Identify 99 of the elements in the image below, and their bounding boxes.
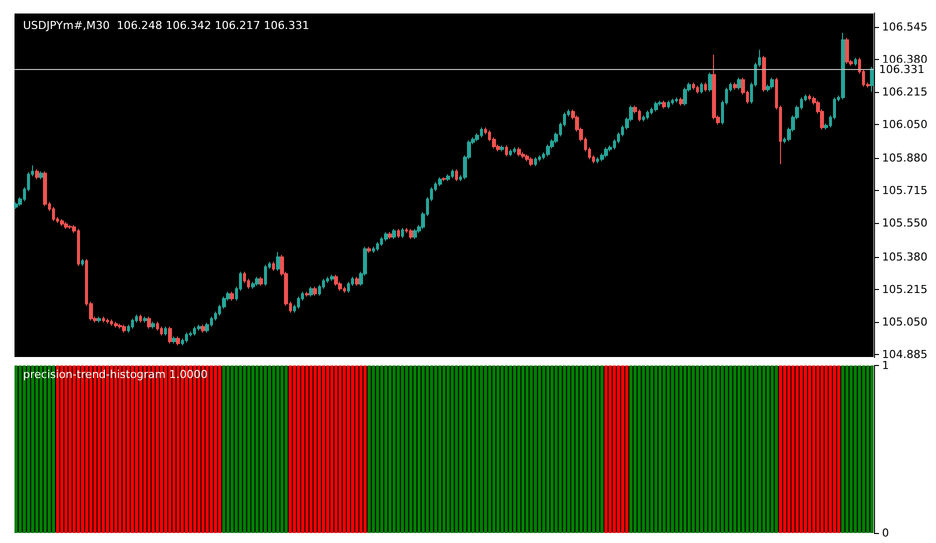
candlestick (313, 286, 317, 296)
candlestick (704, 82, 707, 92)
candlestick (156, 321, 159, 332)
candlestick (841, 32, 845, 100)
candlestick (513, 146, 516, 154)
candlestick (264, 264, 267, 286)
candlestick (446, 174, 450, 182)
candlestick (692, 82, 695, 90)
candlestick (176, 336, 180, 346)
candlestick (64, 222, 68, 230)
y-tick-label: 1 (882, 359, 889, 372)
candlestick (708, 72, 712, 92)
candlestick (845, 37, 849, 64)
y-tick-label: 105.050 (882, 315, 928, 328)
candlestick (122, 324, 126, 334)
y-tick-label: 106.215 (882, 85, 928, 98)
candlestick (60, 218, 64, 226)
candlestick (521, 152, 525, 159)
candlestick (679, 96, 683, 106)
candlestick (43, 170, 47, 207)
candlestick (230, 291, 234, 302)
candlestick (667, 100, 670, 110)
candlestick (854, 57, 857, 66)
y-tick-label: 105.380 (882, 250, 928, 264)
candlestick (733, 82, 737, 90)
candlestick (106, 318, 109, 324)
text: USDJPYm#,M30 106.248 106.342 106.217 106.331 (23, 19, 310, 32)
candlestick (646, 110, 649, 120)
candlestick (255, 276, 259, 286)
candlestick (696, 85, 699, 94)
candlestick (409, 228, 413, 240)
candlestick (401, 227, 404, 239)
candlestick (367, 246, 371, 254)
y-tick-label: 105.215 (882, 282, 928, 296)
candlestick (372, 246, 375, 254)
candlestick (442, 176, 446, 182)
candlestick (355, 276, 359, 286)
y-tick-label: 105.550 (882, 216, 928, 230)
y-tick-label: 105.715 (882, 184, 928, 198)
candlestick (39, 170, 43, 180)
candlestick (347, 281, 350, 294)
candlestick (538, 154, 541, 162)
y-tick-label: 106.050 (882, 118, 928, 132)
candlestick (131, 318, 134, 330)
candlestick (455, 168, 458, 182)
candlestick (118, 323, 122, 330)
candlestick (197, 324, 201, 332)
candlestick (500, 144, 504, 152)
candlestick (397, 228, 400, 239)
candlestick (413, 228, 417, 240)
candlestick (870, 66, 874, 92)
candlestick (97, 316, 101, 324)
candlestick (662, 100, 666, 110)
y-tick-label: 105.880 (882, 152, 928, 165)
candlestick (671, 98, 674, 106)
candlestick (642, 114, 645, 122)
candlestick (534, 156, 537, 167)
candlestick (525, 154, 529, 162)
y-tick-label: 0 (882, 526, 889, 540)
candlestick (737, 77, 741, 90)
candlestick (251, 281, 255, 290)
candlestick (81, 258, 84, 266)
candlestick (35, 168, 39, 180)
candlestick (151, 321, 155, 330)
candlestick (201, 324, 205, 334)
candlestick (392, 228, 396, 240)
candlestick (388, 232, 392, 240)
candlestick (102, 316, 105, 324)
candlestick (276, 252, 280, 272)
candlestick (114, 321, 118, 328)
candlestick (309, 286, 313, 298)
candlestick (675, 96, 678, 104)
candlestick (509, 148, 512, 157)
candlestick (164, 326, 167, 336)
candlestick (517, 146, 521, 157)
candlestick (272, 261, 275, 272)
candlestick (172, 336, 176, 344)
candlestick (604, 146, 608, 158)
candlestick (529, 156, 533, 167)
candlestick (147, 316, 151, 330)
candlestick (546, 144, 550, 157)
candlestick (143, 316, 147, 324)
candlestick (654, 101, 658, 112)
ref-line-label: 106.331 (879, 62, 924, 76)
candlestick (139, 314, 142, 324)
candlestick (505, 144, 508, 157)
candlestick (168, 326, 172, 344)
candlestick (376, 241, 379, 252)
candlestick (700, 82, 703, 94)
candlestick (762, 55, 766, 92)
candlestick (185, 332, 188, 343)
candlestick (305, 291, 309, 298)
candlestick (330, 274, 334, 282)
y-tick-label: 104.885 (882, 348, 928, 361)
candlestick (259, 276, 263, 286)
candlestick (770, 77, 774, 90)
y-tick-label: 106.545 (882, 20, 928, 34)
candlestick (68, 224, 72, 230)
candlestick (334, 274, 338, 286)
